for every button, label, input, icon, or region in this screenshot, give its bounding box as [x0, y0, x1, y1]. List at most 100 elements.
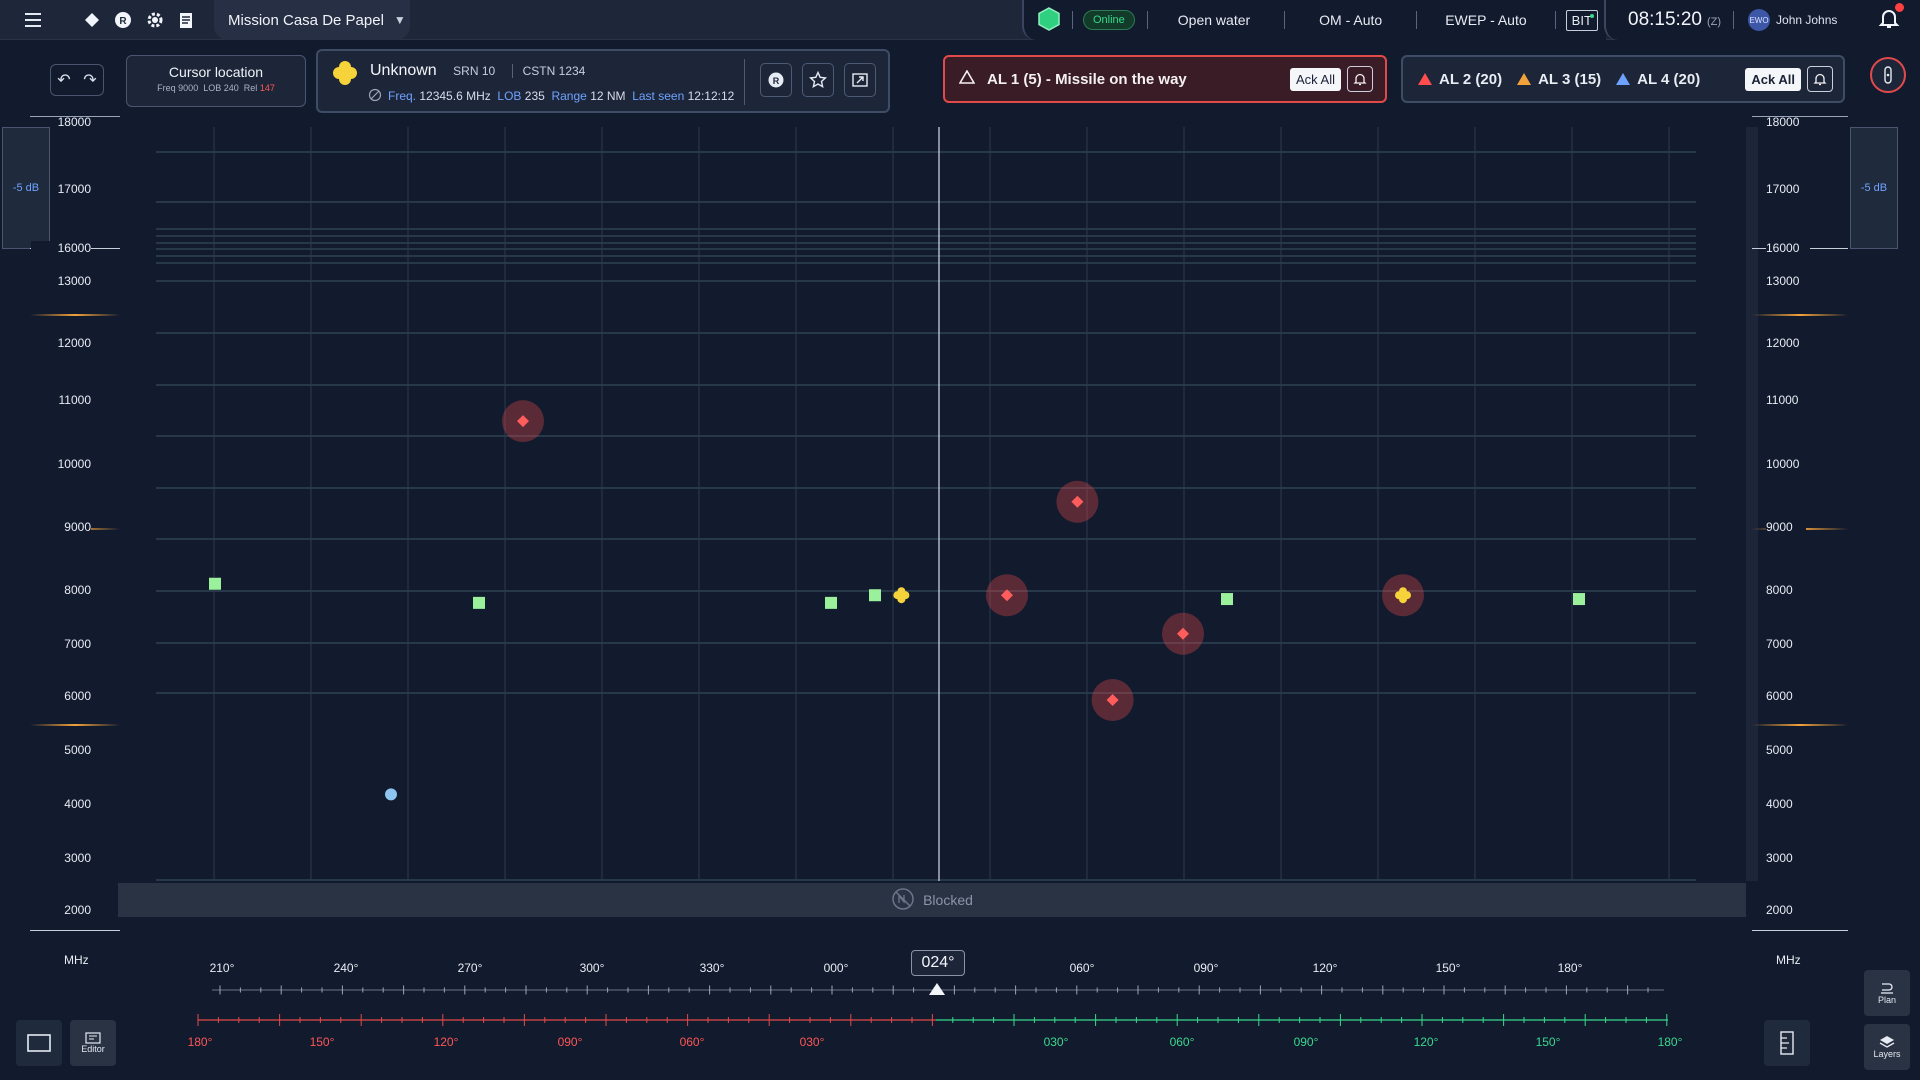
- right-y-label: 11000: [1766, 393, 1799, 407]
- left-db-tab[interactable]: -5 dB: [2, 127, 50, 249]
- left-y-label: 9000: [31, 520, 91, 534]
- axis-marker: [30, 116, 120, 117]
- right-y-label: 9000: [1766, 520, 1806, 534]
- top-bar: R Mission Casa De Papel ▼ Online Open wa…: [0, 0, 1920, 40]
- clock-group: 08:15:20 (Z) EWO John Johns: [1604, 0, 1920, 40]
- plan-button[interactable]: Plan: [1864, 970, 1910, 1016]
- target-name-row: Unknown SRN 10 CSTN 1234: [370, 62, 586, 80]
- starboard-bearing-label: 060°: [1170, 1035, 1195, 1049]
- right-y-label: 4000: [1766, 797, 1793, 811]
- absolute-bearing-label: 330°: [700, 961, 725, 975]
- water-mode[interactable]: Open water: [1177, 12, 1251, 28]
- ack-all-button[interactable]: Ack All: [1289, 67, 1341, 91]
- notification-dot: [1895, 2, 1905, 12]
- ack-all-button-2[interactable]: Ack All: [1745, 67, 1801, 91]
- bearing-pointer: [929, 983, 945, 995]
- absolute-bearing-label: 090°: [1194, 961, 1219, 975]
- r-button[interactable]: R: [760, 63, 792, 97]
- scroll-track[interactable]: [1746, 127, 1758, 881]
- target-range-label: Range: [551, 89, 587, 103]
- om-mode[interactable]: OM - Auto: [1319, 12, 1383, 28]
- compass-icon[interactable]: [1870, 57, 1906, 93]
- document-icon[interactable]: [166, 0, 206, 40]
- export-button[interactable]: [844, 63, 876, 97]
- right-y-label: 18000: [1766, 115, 1800, 129]
- redo-icon[interactable]: ↷: [83, 72, 97, 89]
- right-y-label: 7000: [1766, 637, 1793, 651]
- relative-ticks: [197, 1014, 1668, 1026]
- editor-button[interactable]: Editor: [70, 1020, 116, 1066]
- editor-icon: [85, 1032, 101, 1044]
- current-bearing[interactable]: 024°: [911, 950, 965, 976]
- al1-alert-panel[interactable]: AL 1 (5) - Missile on the way Ack All: [943, 55, 1387, 103]
- cursor-location-panel: Cursor location Freq 9000 LOB 240 Rel 14…: [126, 55, 306, 107]
- divider: [1733, 11, 1735, 29]
- undo-icon[interactable]: ↶: [57, 72, 71, 89]
- bell-icon-2[interactable]: [1807, 66, 1833, 92]
- warning-triangle-icon: [958, 68, 976, 89]
- frequency-bearing-plot[interactable]: [136, 127, 1696, 881]
- left-frequency-axis: -5 dB 18000 17000 16000 13000 12000 1100…: [0, 0, 130, 1080]
- blocked-zone: Blocked: [118, 883, 1746, 917]
- right-db-tab[interactable]: -5 dB: [1850, 127, 1898, 249]
- al4-item[interactable]: AL 4 (20): [1615, 71, 1700, 88]
- bit-badge[interactable]: BIT: [1565, 9, 1598, 31]
- threat-marker: [1106, 694, 1119, 706]
- side-panel-button[interactable]: [1764, 1020, 1810, 1066]
- threat-marker: [517, 415, 529, 428]
- al4-label: AL 4 (20): [1637, 70, 1701, 88]
- cursor-rel-label: Rel: [243, 83, 258, 93]
- right-y-label: 2000: [1766, 903, 1793, 917]
- target-name: Unknown: [370, 62, 437, 79]
- friendly-marker: [825, 596, 837, 609]
- port-bearing-label: 180°: [188, 1035, 213, 1049]
- favorite-button[interactable]: [802, 63, 834, 97]
- plan-icon: [1881, 983, 1893, 994]
- al3-label: AL 3 (15): [1538, 70, 1602, 88]
- absolute-bearing-label: 240°: [334, 961, 359, 975]
- bell-icon[interactable]: [1347, 66, 1373, 92]
- notification-bell-icon[interactable]: [1877, 2, 1905, 35]
- user-name[interactable]: John Johns: [1776, 13, 1838, 27]
- clock-zone: (Z): [1706, 16, 1722, 28]
- al3-item[interactable]: AL 3 (15): [1516, 71, 1601, 88]
- ewep-mode[interactable]: EWEP - Auto: [1445, 12, 1527, 28]
- bearing-scales[interactable]: 210° 240° 270° 300° 330° 000° 060° 090° 120° 150°…: [0, 940, 1920, 1060]
- gear-icon[interactable]: [135, 0, 175, 40]
- menu-icon[interactable]: [13, 0, 53, 40]
- al2-item[interactable]: AL 2 (20): [1417, 71, 1502, 88]
- al1-text: AL 1 (5) - Missile on the way: [987, 70, 1187, 88]
- scale-labels: 210° 240° 270° 300° 330° 000° 060° 090° 120° 150°…: [188, 961, 1683, 1049]
- target-lob-label: LOB: [497, 89, 522, 103]
- target-clover-icon: [332, 60, 358, 91]
- alert-levels-panel: AL 2 (20) AL 3 (15) AL 4 (20) Ack All: [1401, 55, 1845, 103]
- window-icon: [27, 1034, 51, 1052]
- left-y-label: 8000: [64, 583, 91, 597]
- divider: [1072, 11, 1073, 29]
- port-bearing-label: 150°: [310, 1035, 335, 1049]
- starboard-bearing-label: 120°: [1414, 1035, 1439, 1049]
- target-srn: SRN 10: [453, 64, 496, 78]
- avatar[interactable]: EWO: [1748, 9, 1771, 31]
- diamond-icon[interactable]: [72, 0, 112, 40]
- axis-marker: [1752, 724, 1848, 726]
- left-y-label: 2000: [64, 903, 91, 917]
- left-y-label: 17000: [57, 182, 91, 196]
- target-cstn: CSTN 1234: [511, 64, 586, 78]
- right-y-label: 10000: [1766, 457, 1800, 471]
- mission-selector[interactable]: Mission Casa De Papel ▼: [214, 0, 410, 40]
- right-y-label: 8000: [1766, 583, 1793, 597]
- r-icon[interactable]: R: [103, 0, 143, 40]
- axis-marker: [30, 724, 120, 726]
- target-panel[interactable]: Unknown SRN 10 CSTN 1234 Freq. 12345.6 M…: [316, 49, 890, 113]
- right-unit-label: MHz: [1776, 953, 1801, 967]
- svg-text:R: R: [119, 16, 127, 27]
- target-seen-label: Last seen: [632, 89, 685, 103]
- cursor-title: Cursor location: [168, 64, 264, 80]
- friendly-marker: [1221, 593, 1233, 606]
- window-toggle-button[interactable]: [16, 1020, 62, 1066]
- layers-button[interactable]: Layers: [1864, 1024, 1910, 1070]
- contact-marker: [385, 788, 397, 801]
- cursor-freq: 9000: [178, 83, 199, 93]
- friendly-marker: [473, 596, 485, 609]
